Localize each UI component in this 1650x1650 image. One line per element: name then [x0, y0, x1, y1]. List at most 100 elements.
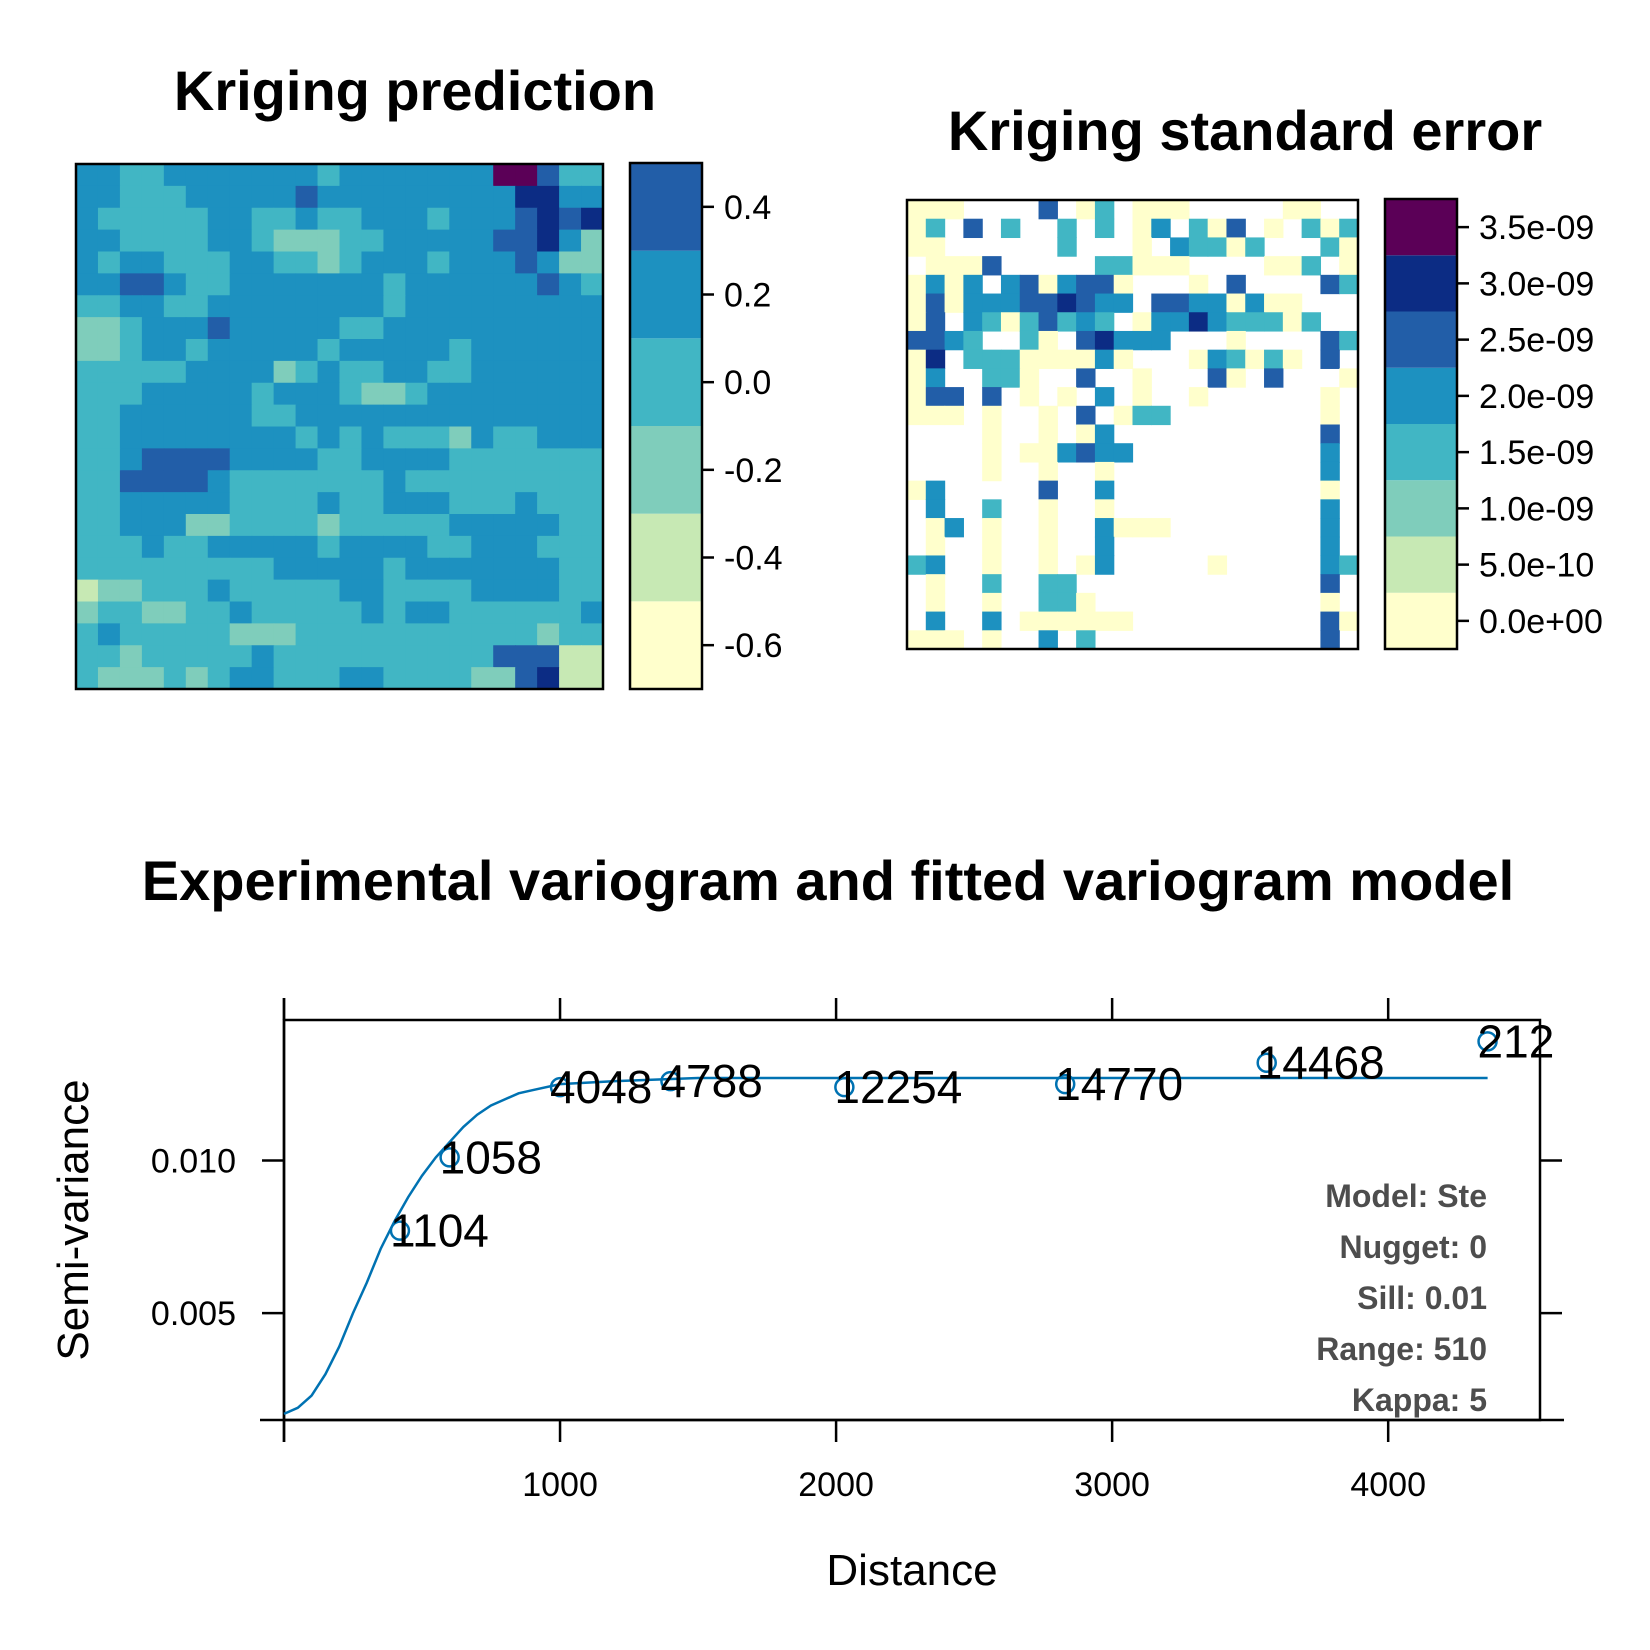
- stderr-cell: [1188, 349, 1209, 369]
- prediction-legend-swatch: [630, 338, 702, 426]
- prediction-cell: [493, 251, 516, 274]
- prediction-cell: [119, 273, 143, 296]
- stderr-cell: [1019, 274, 1040, 295]
- prediction-cell: [471, 601, 494, 624]
- prediction-cell: [97, 514, 121, 537]
- prediction-cell: [405, 339, 428, 362]
- prediction-cell: [76, 448, 99, 471]
- stderr-cell: [925, 499, 946, 519]
- prediction-cell: [185, 339, 209, 362]
- stderr-cell: [1339, 274, 1359, 295]
- stderr-cell: [1132, 237, 1152, 257]
- stderr-cell: [1132, 200, 1152, 220]
- prediction-cell: [141, 645, 165, 668]
- prediction-cell: [163, 382, 187, 406]
- prediction-cell: [251, 317, 275, 340]
- prediction-cell: [339, 339, 363, 362]
- model-info-line: Kappa: 5: [1352, 1382, 1487, 1418]
- prediction-cell: [427, 667, 450, 690]
- prediction-cell: [449, 470, 472, 493]
- prediction-cell: [361, 535, 385, 559]
- x-axis-label: Distance: [826, 1546, 997, 1595]
- prediction-cell: [76, 557, 99, 581]
- stderr-cell: [1076, 424, 1096, 444]
- stderr-cell: [1245, 349, 1265, 369]
- prediction-cell: [273, 273, 297, 296]
- prediction-cell: [141, 404, 165, 428]
- prediction-cell: [185, 164, 209, 187]
- prediction-cell: [119, 557, 143, 581]
- prediction-cell: [229, 251, 253, 274]
- prediction-cell: [97, 317, 121, 340]
- prediction-cell: [141, 470, 165, 493]
- stderr-cell: [982, 368, 1002, 388]
- prediction-cell: [229, 360, 253, 384]
- prediction-cell: [515, 317, 538, 340]
- stderr-cell: [1038, 424, 1058, 444]
- model-info-line: Range: 510: [1316, 1331, 1487, 1367]
- stderr-cell: [925, 293, 946, 313]
- stderr-cell: [1226, 330, 1246, 351]
- prediction-cell: [141, 251, 165, 274]
- x-tick-label: 1000: [522, 1466, 598, 1504]
- stderr-cell: [925, 480, 946, 500]
- stderr-cell: [1038, 499, 1058, 519]
- prediction-cell: [427, 492, 450, 515]
- prediction-cell: [515, 273, 538, 296]
- prediction-cell: [449, 164, 472, 187]
- stderr-cell: [907, 218, 927, 239]
- prediction-cell: [515, 382, 538, 406]
- prediction-cell: [185, 448, 209, 471]
- prediction-cell: [405, 207, 428, 231]
- prediction-cell: [361, 645, 385, 668]
- prediction-legend-tick-label: -0.2: [724, 452, 783, 490]
- prediction-cell: [97, 601, 121, 624]
- prediction-cell: [471, 535, 494, 559]
- stderr-legend-swatch: [1385, 592, 1457, 649]
- prediction-cell: [581, 623, 604, 646]
- prediction-cell: [185, 601, 209, 624]
- prediction-cell: [405, 470, 428, 493]
- prediction-cell: [471, 360, 494, 384]
- prediction-cell: [76, 492, 99, 515]
- prediction-cell: [427, 404, 450, 428]
- prediction-cell: [515, 667, 538, 690]
- prediction-cell: [361, 514, 385, 537]
- stderr-cell: [1207, 218, 1228, 239]
- prediction-cell: [449, 579, 472, 603]
- stderr-legend-tick-label: 5.0e-10: [1479, 547, 1594, 585]
- prediction-cell: [251, 667, 275, 690]
- prediction-cell: [339, 645, 363, 668]
- stderr-cell: [1038, 611, 1058, 631]
- prediction-cell: [273, 317, 297, 340]
- stderr-cell: [963, 312, 983, 332]
- prediction-cell: [537, 645, 560, 668]
- stderr-cell: [1057, 312, 1077, 332]
- prediction-cell: [427, 360, 450, 384]
- prediction-cell: [581, 360, 604, 384]
- stderr-cell: [1132, 387, 1152, 407]
- stderr-cell: [1282, 349, 1303, 369]
- stderr-cell: [1113, 443, 1134, 463]
- prediction-cell: [295, 339, 319, 362]
- prediction-cell: [251, 514, 275, 537]
- prediction-cell: [405, 645, 428, 668]
- prediction-cell: [383, 426, 406, 449]
- stderr-cell: [1320, 630, 1340, 650]
- stderr-cell: [1094, 312, 1115, 332]
- prediction-cell: [163, 207, 187, 231]
- prediction-cell: [119, 579, 143, 603]
- prediction-cell: [537, 251, 560, 274]
- stderr-cell: [925, 330, 946, 351]
- stderr-cell: [1245, 293, 1265, 313]
- prediction-cell: [163, 426, 187, 449]
- stderr-cell: [1038, 555, 1058, 575]
- model-info-line: Sill: 0.01: [1357, 1280, 1487, 1316]
- stderr-cell: [1038, 630, 1058, 650]
- prediction-cell: [537, 448, 560, 471]
- prediction-cell: [207, 579, 231, 603]
- stderr-cell: [1188, 218, 1209, 239]
- stderr-cell: [1226, 237, 1246, 257]
- stderr-cell: [1339, 256, 1359, 276]
- stderr-cell: [1113, 405, 1134, 426]
